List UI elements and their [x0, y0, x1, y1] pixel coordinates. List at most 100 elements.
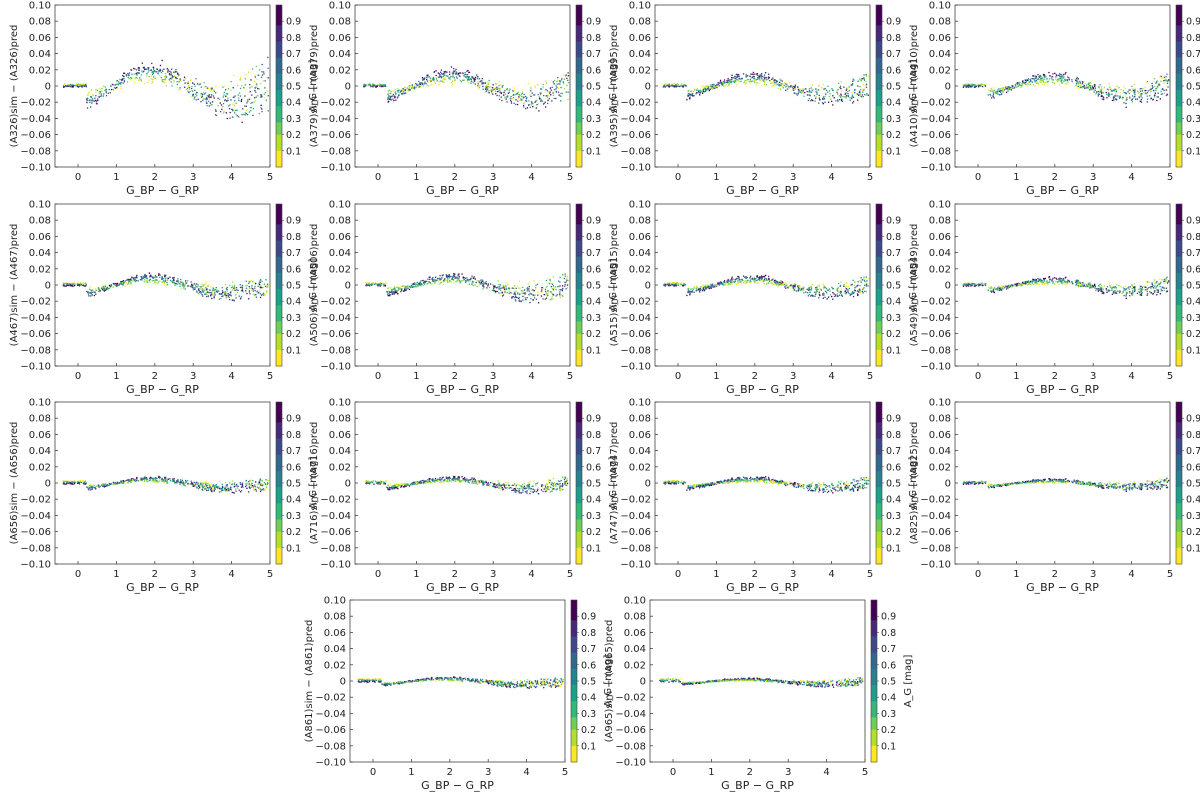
- scatter-point: [252, 288, 254, 290]
- colorbar-segment: [276, 57, 282, 63]
- scatter-point: [178, 89, 180, 91]
- scatter-point: [839, 99, 841, 101]
- scatter-point: [693, 291, 695, 293]
- scatter-point: [85, 86, 87, 88]
- scatter-point: [513, 93, 515, 96]
- scatter-point: [751, 73, 753, 75]
- scatter-point: [717, 82, 719, 84]
- scatter-point: [365, 283, 368, 286]
- scatter-point: [118, 284, 120, 286]
- scatter-point: [1126, 98, 1128, 100]
- scatter-point: [153, 76, 155, 78]
- scatter-point: [689, 94, 691, 96]
- scatter-point: [781, 281, 783, 283]
- scatter-point: [1154, 85, 1156, 87]
- scatter-point: [136, 74, 138, 76]
- scatter-point: [259, 281, 261, 283]
- scatter-point: [1106, 88, 1109, 90]
- scatter-point: [724, 284, 726, 286]
- scatter-point: [1074, 78, 1076, 80]
- colorbar-segment: [576, 106, 582, 111]
- scatter-point: [865, 80, 867, 83]
- colorbar-segment: [276, 110, 282, 115]
- scatter-point: [430, 84, 432, 86]
- scatter-point: [1082, 86, 1084, 88]
- scatter-point: [433, 79, 435, 81]
- scatter-point: [64, 282, 67, 284]
- scatter-point: [750, 80, 752, 83]
- scatter-point: [822, 97, 824, 99]
- scatter-point: [190, 281, 192, 283]
- scatter-point: [398, 287, 400, 289]
- scatter-point: [127, 282, 130, 284]
- scatter-point: [1134, 89, 1136, 91]
- scatter-point: [849, 294, 851, 297]
- scatter-point: [992, 90, 994, 92]
- scatter-point: [241, 287, 243, 290]
- scatter-point: [1080, 84, 1082, 86]
- colorbar-segment: [276, 73, 282, 79]
- scatter-point: [438, 81, 440, 83]
- scatter-point: [731, 283, 734, 285]
- scatter-point: [439, 277, 441, 280]
- scatter-point: [757, 78, 759, 80]
- scatter-point: [95, 100, 98, 102]
- scatter-point: [1163, 82, 1165, 84]
- colorbar-segment: [276, 154, 282, 160]
- scatter-point: [789, 285, 791, 287]
- scatter-point: [1009, 86, 1012, 89]
- scatter-point: [234, 95, 236, 97]
- scatter-point: [422, 282, 425, 284]
- scatter-point: [439, 75, 441, 77]
- scatter-point: [822, 98, 824, 101]
- scatter-point: [534, 294, 537, 296]
- scatter-point: [482, 283, 484, 285]
- scatter-point: [1022, 80, 1024, 82]
- scatter-point: [415, 284, 417, 286]
- scatter-point: [487, 88, 489, 90]
- y-tick-label: 0.02: [929, 65, 951, 76]
- scatter-point: [442, 283, 445, 285]
- y-tick-label: 0.08: [29, 17, 51, 28]
- scatter-point: [65, 285, 67, 287]
- scatter-point: [180, 278, 182, 281]
- scatter-point: [407, 287, 409, 289]
- scatter-point: [535, 100, 537, 102]
- scatter-point: [405, 289, 407, 291]
- colorbar-segment: [576, 264, 582, 270]
- scatter-point: [219, 102, 221, 104]
- scatter-point: [689, 292, 691, 295]
- scatter-point: [802, 92, 804, 95]
- scatter-point: [428, 85, 430, 87]
- scatter-point: [144, 275, 146, 277]
- scatter-point: [516, 93, 518, 95]
- scatter-point: [846, 88, 848, 90]
- scatter-point: [124, 281, 126, 283]
- scatter-point: [177, 73, 179, 75]
- scatter-point: [743, 282, 745, 284]
- scatter-point: [1018, 82, 1021, 84]
- scatter-point: [222, 103, 225, 105]
- scatter-point: [1098, 93, 1100, 95]
- scatter-point: [244, 84, 246, 86]
- scatter-point: [515, 99, 517, 101]
- colorbar-segment: [276, 256, 282, 262]
- scatter-point: [672, 282, 674, 284]
- scatter-point: [393, 293, 395, 295]
- scatter-point: [1100, 94, 1103, 97]
- scatter-point: [531, 101, 533, 103]
- scatter-point: [128, 74, 130, 76]
- scatter-point: [458, 275, 460, 277]
- scatter-point: [734, 78, 736, 80]
- colorbar-segment: [1176, 45, 1182, 51]
- scatter-point: [243, 113, 245, 115]
- scatter-point: [259, 283, 261, 286]
- scatter-point: [235, 102, 237, 104]
- scatter-point: [387, 294, 389, 296]
- scatter-point: [67, 282, 69, 284]
- scatter-point: [1135, 98, 1137, 100]
- scatter-point: [1039, 74, 1041, 77]
- scatter-point: [224, 283, 227, 286]
- scatter-point: [732, 81, 734, 83]
- y-tick-label: −0.08: [620, 146, 651, 157]
